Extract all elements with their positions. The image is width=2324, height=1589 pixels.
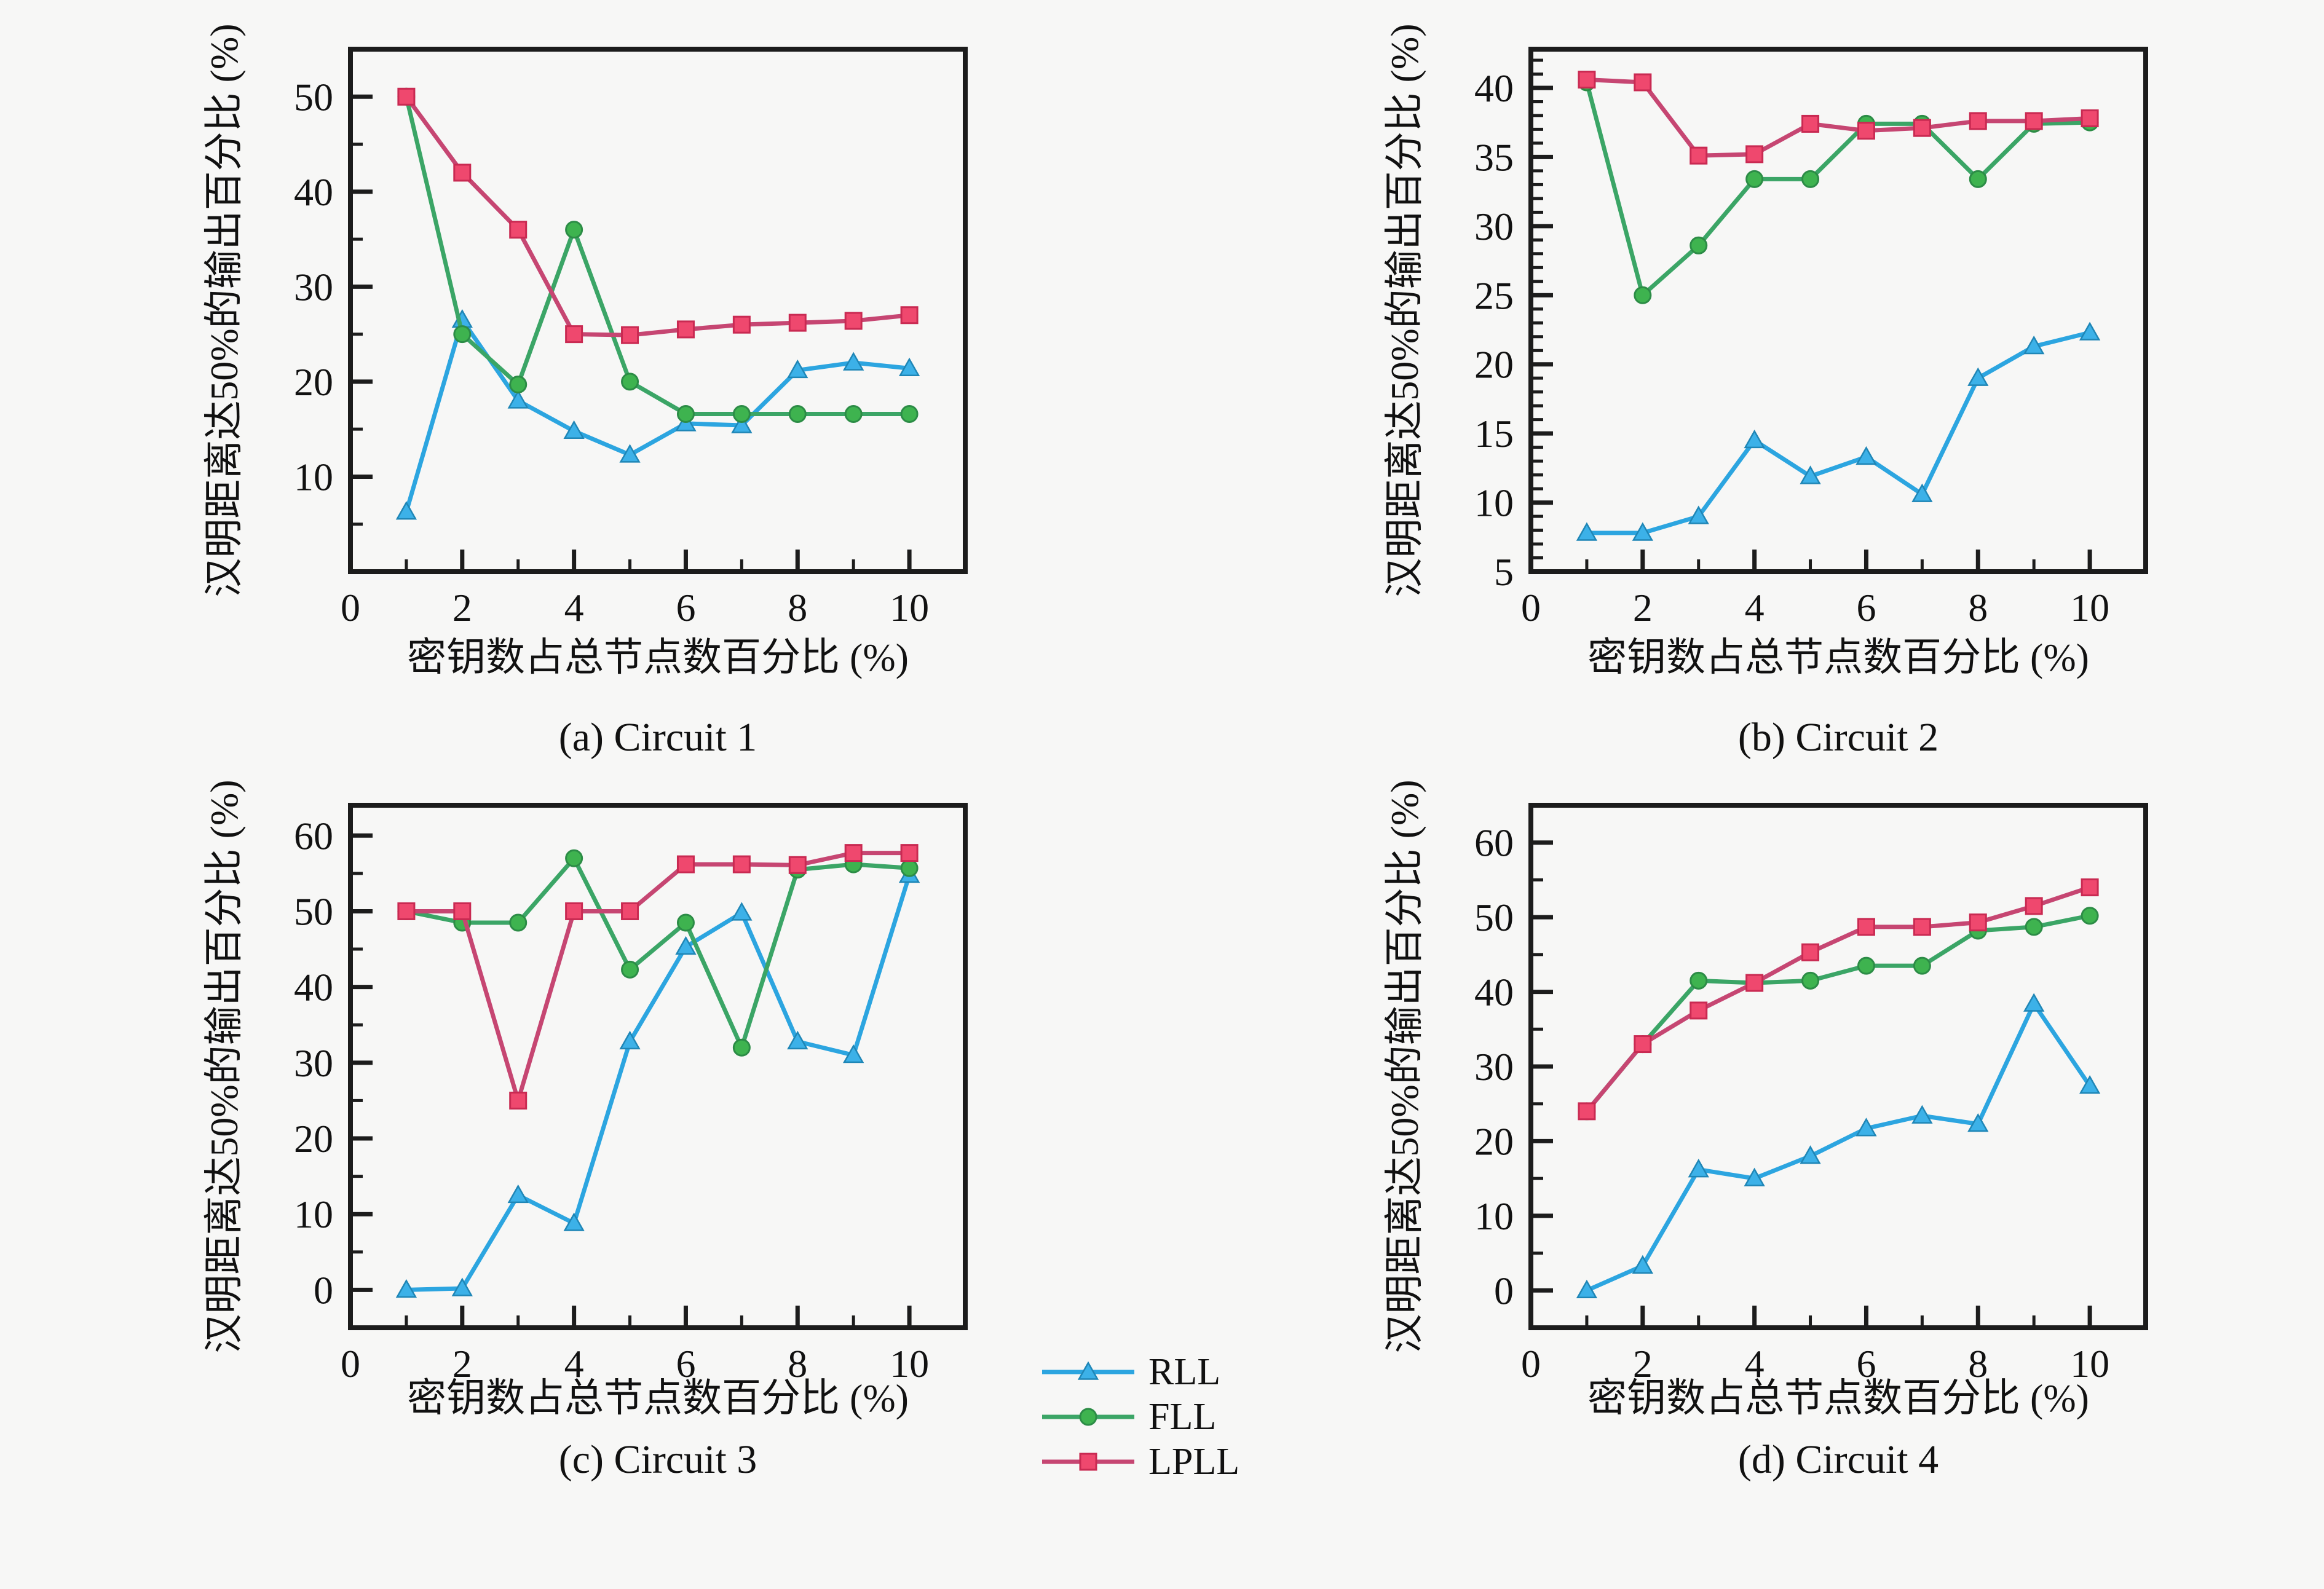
legend: RLL FLL LPLL — [1039, 1349, 1334, 1484]
svg-text:10: 10 — [1474, 1194, 1514, 1238]
x-axis-label: 密钥数占总节点数百分比 (%) — [407, 636, 909, 679]
legend-item-fll: FLL — [1039, 1394, 1334, 1439]
svg-text:10: 10 — [294, 455, 333, 499]
svg-text:2: 2 — [1633, 1342, 1653, 1386]
svg-text:20: 20 — [294, 360, 333, 404]
panel-caption: (d) Circuit 4 — [1737, 1437, 1939, 1482]
x-axis-label: 密钥数占总节点数百分比 (%) — [1587, 1376, 2089, 1420]
svg-text:30: 30 — [294, 1041, 333, 1085]
svg-text:10: 10 — [2070, 586, 2109, 629]
svg-text:25: 25 — [1474, 274, 1514, 317]
panel-d-circuit-4: 汉明距离达50%的输出百分比 (%) 0 2 4 6 8 10 0 10 20 30 40 50 60 … — [1365, 756, 2176, 1518]
svg-text:4: 4 — [564, 586, 584, 629]
svg-text:5: 5 — [1494, 550, 1514, 594]
svg-text:50: 50 — [294, 889, 333, 933]
svg-text:8: 8 — [788, 586, 807, 629]
legend-item-lpll: LPLL — [1039, 1439, 1334, 1484]
svg-text:6: 6 — [1856, 586, 1876, 629]
panel-caption: (a) Circuit 1 — [558, 715, 757, 760]
panel-caption: (c) Circuit 3 — [558, 1437, 757, 1482]
svg-text:40: 40 — [294, 170, 333, 214]
legend-label: FLL — [1148, 1395, 1217, 1438]
line-chart-circuit-3: 0 2 4 6 8 10 0 10 20 30 40 50 60 — [294, 803, 968, 1386]
svg-text:60: 60 — [294, 814, 333, 858]
panel-c-circuit-3: 汉明距离达50%的输出百分比 (%) 0 2 4 6 8 10 0 10 20 30 40 50 60 … — [184, 756, 996, 1518]
line-chart-circuit-1: 0 2 4 6 8 10 10 20 30 40 50 — [294, 47, 968, 629]
svg-text:8: 8 — [788, 1342, 807, 1386]
svg-text:4: 4 — [564, 1342, 584, 1386]
legend-item-rll: RLL — [1039, 1349, 1334, 1394]
svg-text:50: 50 — [294, 75, 333, 119]
svg-text:15: 15 — [1474, 412, 1514, 455]
svg-text:30: 30 — [1474, 1045, 1514, 1089]
x-axis-label: 密钥数占总节点数百分比 (%) — [1587, 636, 2089, 679]
svg-text:10: 10 — [890, 586, 929, 629]
svg-text:40: 40 — [1474, 66, 1514, 110]
svg-text:0: 0 — [1521, 1342, 1541, 1386]
svg-text:8: 8 — [1968, 1342, 1988, 1386]
svg-text:40: 40 — [294, 966, 333, 1009]
svg-text:20: 20 — [1474, 1119, 1514, 1163]
svg-text:30: 30 — [1474, 205, 1514, 248]
svg-text:10: 10 — [1474, 481, 1514, 525]
svg-text:0: 0 — [314, 1268, 333, 1312]
figure-4panel-line-charts: 汉明距离达50%的输出百分比 (%) 0 2 4 6 8 10 10 20 30 40 50 密钥数… — [184, 0, 2176, 1484]
panel-a-circuit-1: 汉明距离达50%的输出百分比 (%) 0 2 4 6 8 10 10 20 30 40 50 密钥数… — [184, 0, 996, 762]
svg-text:0: 0 — [1494, 1269, 1514, 1312]
legend-label: LPLL — [1148, 1440, 1240, 1483]
svg-text:6: 6 — [676, 586, 695, 629]
svg-text:20: 20 — [1474, 343, 1514, 387]
svg-text:60: 60 — [1474, 821, 1514, 865]
svg-text:4: 4 — [1745, 586, 1765, 629]
svg-text:35: 35 — [1474, 135, 1514, 179]
legend-label: RLL — [1148, 1350, 1221, 1393]
svg-text:0: 0 — [1521, 586, 1541, 629]
svg-text:10: 10 — [294, 1193, 333, 1236]
svg-text:2: 2 — [453, 586, 472, 629]
fll-line-circle-marker-icon — [1042, 1408, 1134, 1425]
svg-text:0: 0 — [341, 1342, 360, 1386]
svg-text:4: 4 — [1745, 1342, 1765, 1386]
x-axis-label: 密钥数占总节点数百分比 (%) — [407, 1376, 909, 1420]
svg-text:0: 0 — [341, 586, 360, 629]
panel-b-circuit-2: 汉明距离达50%的输出百分比 (%) 0 2 4 6 8 10 5 10 15 20 25 30 35 4… — [1365, 0, 2176, 762]
lpll-line-square-marker-icon — [1042, 1453, 1134, 1470]
svg-text:2: 2 — [1633, 586, 1653, 629]
svg-text:10: 10 — [2070, 1342, 2109, 1386]
svg-text:50: 50 — [1474, 896, 1514, 939]
line-chart-circuit-4: 0 2 4 6 8 10 0 10 20 30 40 50 60 — [1474, 803, 2148, 1386]
line-chart-circuit-2: 0 2 4 6 8 10 5 10 15 20 25 30 35 40 — [1474, 47, 2148, 629]
svg-text:10: 10 — [890, 1342, 929, 1386]
svg-text:30: 30 — [294, 265, 333, 309]
svg-text:6: 6 — [1856, 1342, 1876, 1386]
svg-text:40: 40 — [1474, 971, 1514, 1014]
svg-text:6: 6 — [676, 1342, 695, 1386]
panel-caption: (b) Circuit 2 — [1737, 715, 1939, 760]
svg-text:2: 2 — [453, 1342, 472, 1386]
svg-text:20: 20 — [294, 1117, 333, 1161]
rll-line-triangle-marker-icon — [1042, 1360, 1134, 1380]
svg-text:8: 8 — [1968, 586, 1988, 629]
